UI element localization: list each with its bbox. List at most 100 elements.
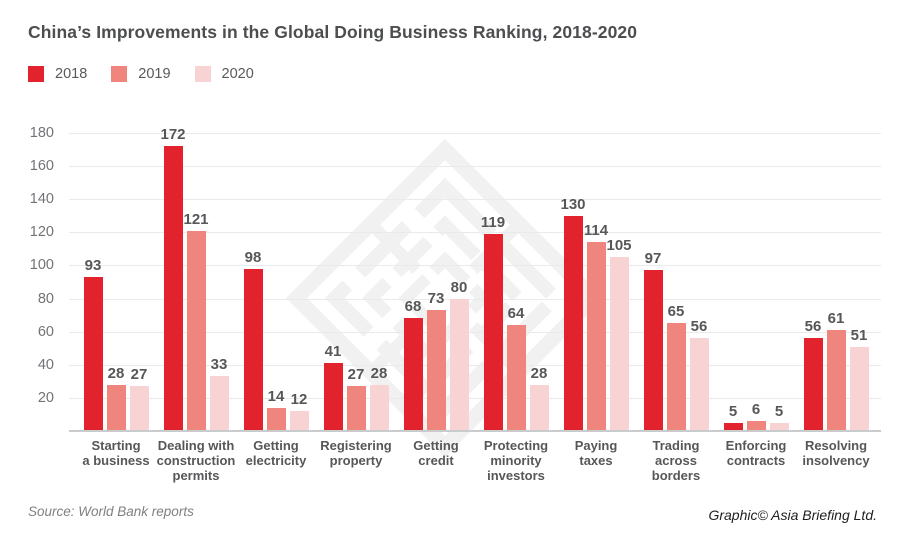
bar-2019: 27 [346,366,366,431]
x-axis-category-label: Protecting minority investors [483,438,549,483]
y-axis-tick-label: 20 [37,389,54,406]
x-axis-category-label: Getting electricity [245,438,307,468]
bar-value-label: 5 [774,403,784,420]
legend-swatch-2020 [194,66,211,82]
bar-group: 98 14 12 [236,133,316,431]
bar-group: 172 121 33 [156,126,236,431]
bar-value-label: 5 [728,403,738,420]
x-axis-labels: Starting a business Dealing with construc… [76,438,876,483]
bar-value-label: 56 [804,318,822,335]
bar-value-label: 80 [450,279,468,296]
legend-item-2019: 2019 [111,66,171,82]
bar-value-label: 121 [183,211,209,228]
bar-2018: 56 [803,318,823,431]
bar-2020: 5 [769,403,789,431]
bar-2019: 64 [506,305,526,431]
bar-value-label: 41 [324,343,342,360]
bar-value-label: 105 [606,237,632,254]
bar-2020: 80 [449,279,469,431]
bar-value-label: 97 [644,250,662,267]
legend-swatch-2019 [111,66,128,82]
legend-label: 2018 [55,66,88,82]
bar-value-label: 64 [507,305,525,322]
bar-2020: 33 [209,356,229,431]
gridline [69,133,881,134]
x-axis-category-label: Resolving insolvency [802,438,870,468]
bars-container: 93 28 27 172 121 33 98 14 12 41 27 28 68 73 80 119 64 28 1… [76,126,876,431]
bar-2019: 65 [666,303,686,431]
legend-label: 2019 [138,66,171,82]
bar-2018: 93 [83,257,103,431]
y-axis-tick-label: 80 [37,290,54,307]
bar-value-label: 33 [210,356,228,373]
bar-2019: 114 [584,222,608,431]
bar-2020: 105 [606,237,632,431]
bar-value-label: 51 [850,327,868,344]
bar-value-label: 28 [370,365,388,382]
legend-item-2018: 2018 [28,66,87,82]
bar-group: 119 64 28 [476,133,556,431]
bar-2019: 28 [106,365,126,431]
bar-value-label: 56 [690,318,708,335]
bar-2019: 73 [426,290,446,431]
bar-2020: 27 [129,366,149,431]
gridline [69,232,881,234]
bar-2018: 130 [560,196,586,431]
bar-2019: 61 [826,310,846,431]
x-axis-line [69,430,881,432]
y-axis-tick-label: 100 [29,257,54,274]
y-axis-tick-label: 140 [29,191,54,208]
gridline [69,166,881,168]
bar-2018: 5 [723,403,743,431]
x-axis-category-label: Trading across borders [651,438,701,483]
bar-2020: 12 [289,391,309,431]
bar-2018: 97 [643,250,663,431]
bar-group: 56 61 51 [796,133,876,431]
bar-value-label: 130 [560,196,586,213]
bar-group: 130 114 105 [556,133,636,431]
credit-note: Graphic© Asia Briefing Ltd. [708,507,877,523]
bar-2019: 14 [266,388,286,431]
legend-swatch-2018 [28,66,44,82]
bar-2019: 6 [746,401,766,431]
bar-value-label: 68 [404,298,422,315]
bar-2018: 68 [403,298,423,431]
bar-2020: 28 [529,365,549,431]
bar-value-label: 14 [267,388,285,405]
gridline [69,298,881,300]
bar-value-label: 27 [347,366,365,383]
gridline [69,331,881,333]
bar-value-label: 119 [480,214,506,231]
gridline [69,397,881,399]
bar-2018: 41 [323,343,343,431]
bar-value-label: 114 [583,222,609,239]
bar-value-label: 12 [290,391,308,408]
bar-group: 97 65 56 [636,133,716,431]
bar-2018: 119 [481,214,505,431]
x-axis-category-label: Enforcing contracts [725,438,787,468]
gridline [69,265,881,267]
x-axis-category-label: Paying taxes [574,438,618,468]
bar-group: 93 28 27 [76,133,156,431]
bar-2018: 172 [160,126,186,431]
x-axis-category-label: Dealing with construction permits [156,438,236,483]
source-note: Source: World Bank reports [28,504,194,519]
chart-legend: 2018 2019 2020 [28,66,254,82]
chart-title: China’s Improvements in the Global Doing… [28,22,638,42]
y-axis-tick-label: 120 [29,224,54,241]
bar-value-label: 98 [244,249,262,266]
bar-value-label: 73 [427,290,445,307]
bar-value-label: 61 [827,310,845,327]
y-axis-tick-label: 180 [29,125,54,141]
bar-2019: 121 [183,211,209,431]
y-axis-tick-label: 60 [37,323,54,340]
x-axis-category-label: Registering property [320,438,392,468]
y-axis-tick-label: 160 [29,158,54,175]
bar-value-label: 28 [107,365,125,382]
gridline [69,364,881,366]
bar-value-label: 27 [130,366,148,383]
bar-value-label: 6 [751,401,761,418]
legend-item-2020: 2020 [194,66,254,82]
